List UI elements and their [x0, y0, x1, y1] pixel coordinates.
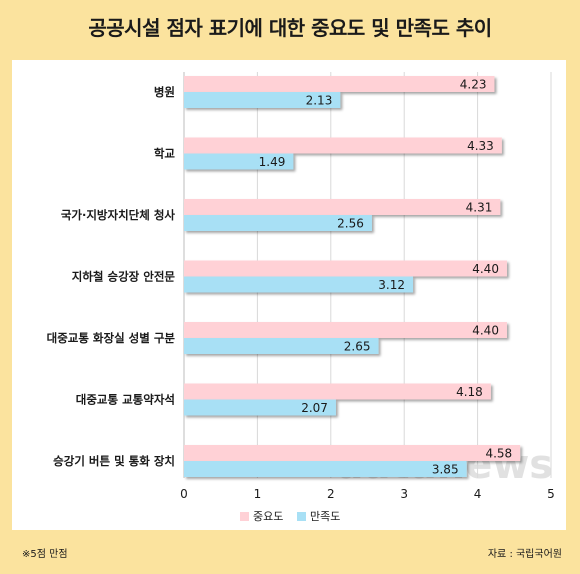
source-note: 자료 : 국립국어원: [487, 549, 562, 560]
category-label: 지하철 승강장 안전문: [72, 270, 176, 284]
importance-bar: [184, 137, 502, 154]
category-label: 병원: [154, 85, 175, 99]
data-label: 2.65: [344, 340, 371, 354]
data-label: 4.58: [485, 447, 512, 461]
category-label: 대중교통 화장실 성별 구분: [47, 331, 176, 345]
importance-bar: [184, 383, 491, 400]
x-tick-label: 0: [180, 487, 188, 501]
data-label: 4.33: [467, 139, 494, 153]
x-tick-label: 1: [254, 487, 262, 501]
importance-bar: [184, 76, 495, 92]
legend-label: 만족도: [310, 510, 340, 523]
category-label: 국가·지방자치단체 청사: [61, 208, 176, 222]
x-tick-label: 5: [547, 487, 555, 501]
labels: 0 1 2 3 4 5 병원 4.23 2.13 학교 4.33 1.49 국가·지방자치단체 청사 4.…: [47, 78, 555, 502]
satisfaction-bar: [184, 461, 467, 477]
data-label: 3.12: [378, 278, 405, 292]
satisfaction-bar: [184, 338, 379, 354]
satisfaction-bar: [184, 215, 372, 231]
importance-bar: [184, 199, 501, 215]
data-label: 4.40: [472, 262, 499, 276]
legend-swatch-satisfaction: [297, 512, 306, 521]
footnote: ※5점 만점: [22, 549, 68, 560]
importance-bar: [184, 260, 507, 277]
data-label: 4.18: [456, 385, 483, 399]
data-label: 4.23: [460, 78, 487, 92]
bars: [184, 76, 521, 477]
data-label: 4.40: [472, 324, 499, 338]
x-tick-label: 4: [474, 487, 482, 501]
chart-title: 공공시설 점자 표기에 대한 중요도 및 만족도 추이: [88, 16, 492, 40]
satisfaction-bar: [184, 92, 341, 108]
data-label: 3.85: [432, 463, 459, 477]
importance-bar: [184, 445, 521, 461]
satisfaction-bar: [184, 399, 336, 416]
legend-swatch-importance: [240, 512, 249, 521]
data-label: 2.07: [301, 401, 328, 415]
category-label: 승강기 버튼 및 통화 장치: [53, 454, 175, 468]
data-label: 2.13: [306, 94, 333, 108]
data-label: 2.56: [337, 217, 364, 231]
satisfaction-bar: [184, 153, 294, 170]
category-label: 대중교통 교통약자석: [76, 393, 175, 407]
legend: 중요도 만족도: [240, 510, 340, 523]
x-tick-label: 3: [400, 487, 408, 501]
data-label: 4.31: [466, 201, 493, 215]
x-tick-label: 2: [327, 487, 335, 501]
data-label: 1.49: [259, 155, 286, 169]
category-label: 학교: [154, 147, 176, 161]
legend-label: 중요도: [253, 510, 283, 523]
importance-bar: [184, 322, 507, 338]
satisfaction-bar: [184, 276, 414, 293]
